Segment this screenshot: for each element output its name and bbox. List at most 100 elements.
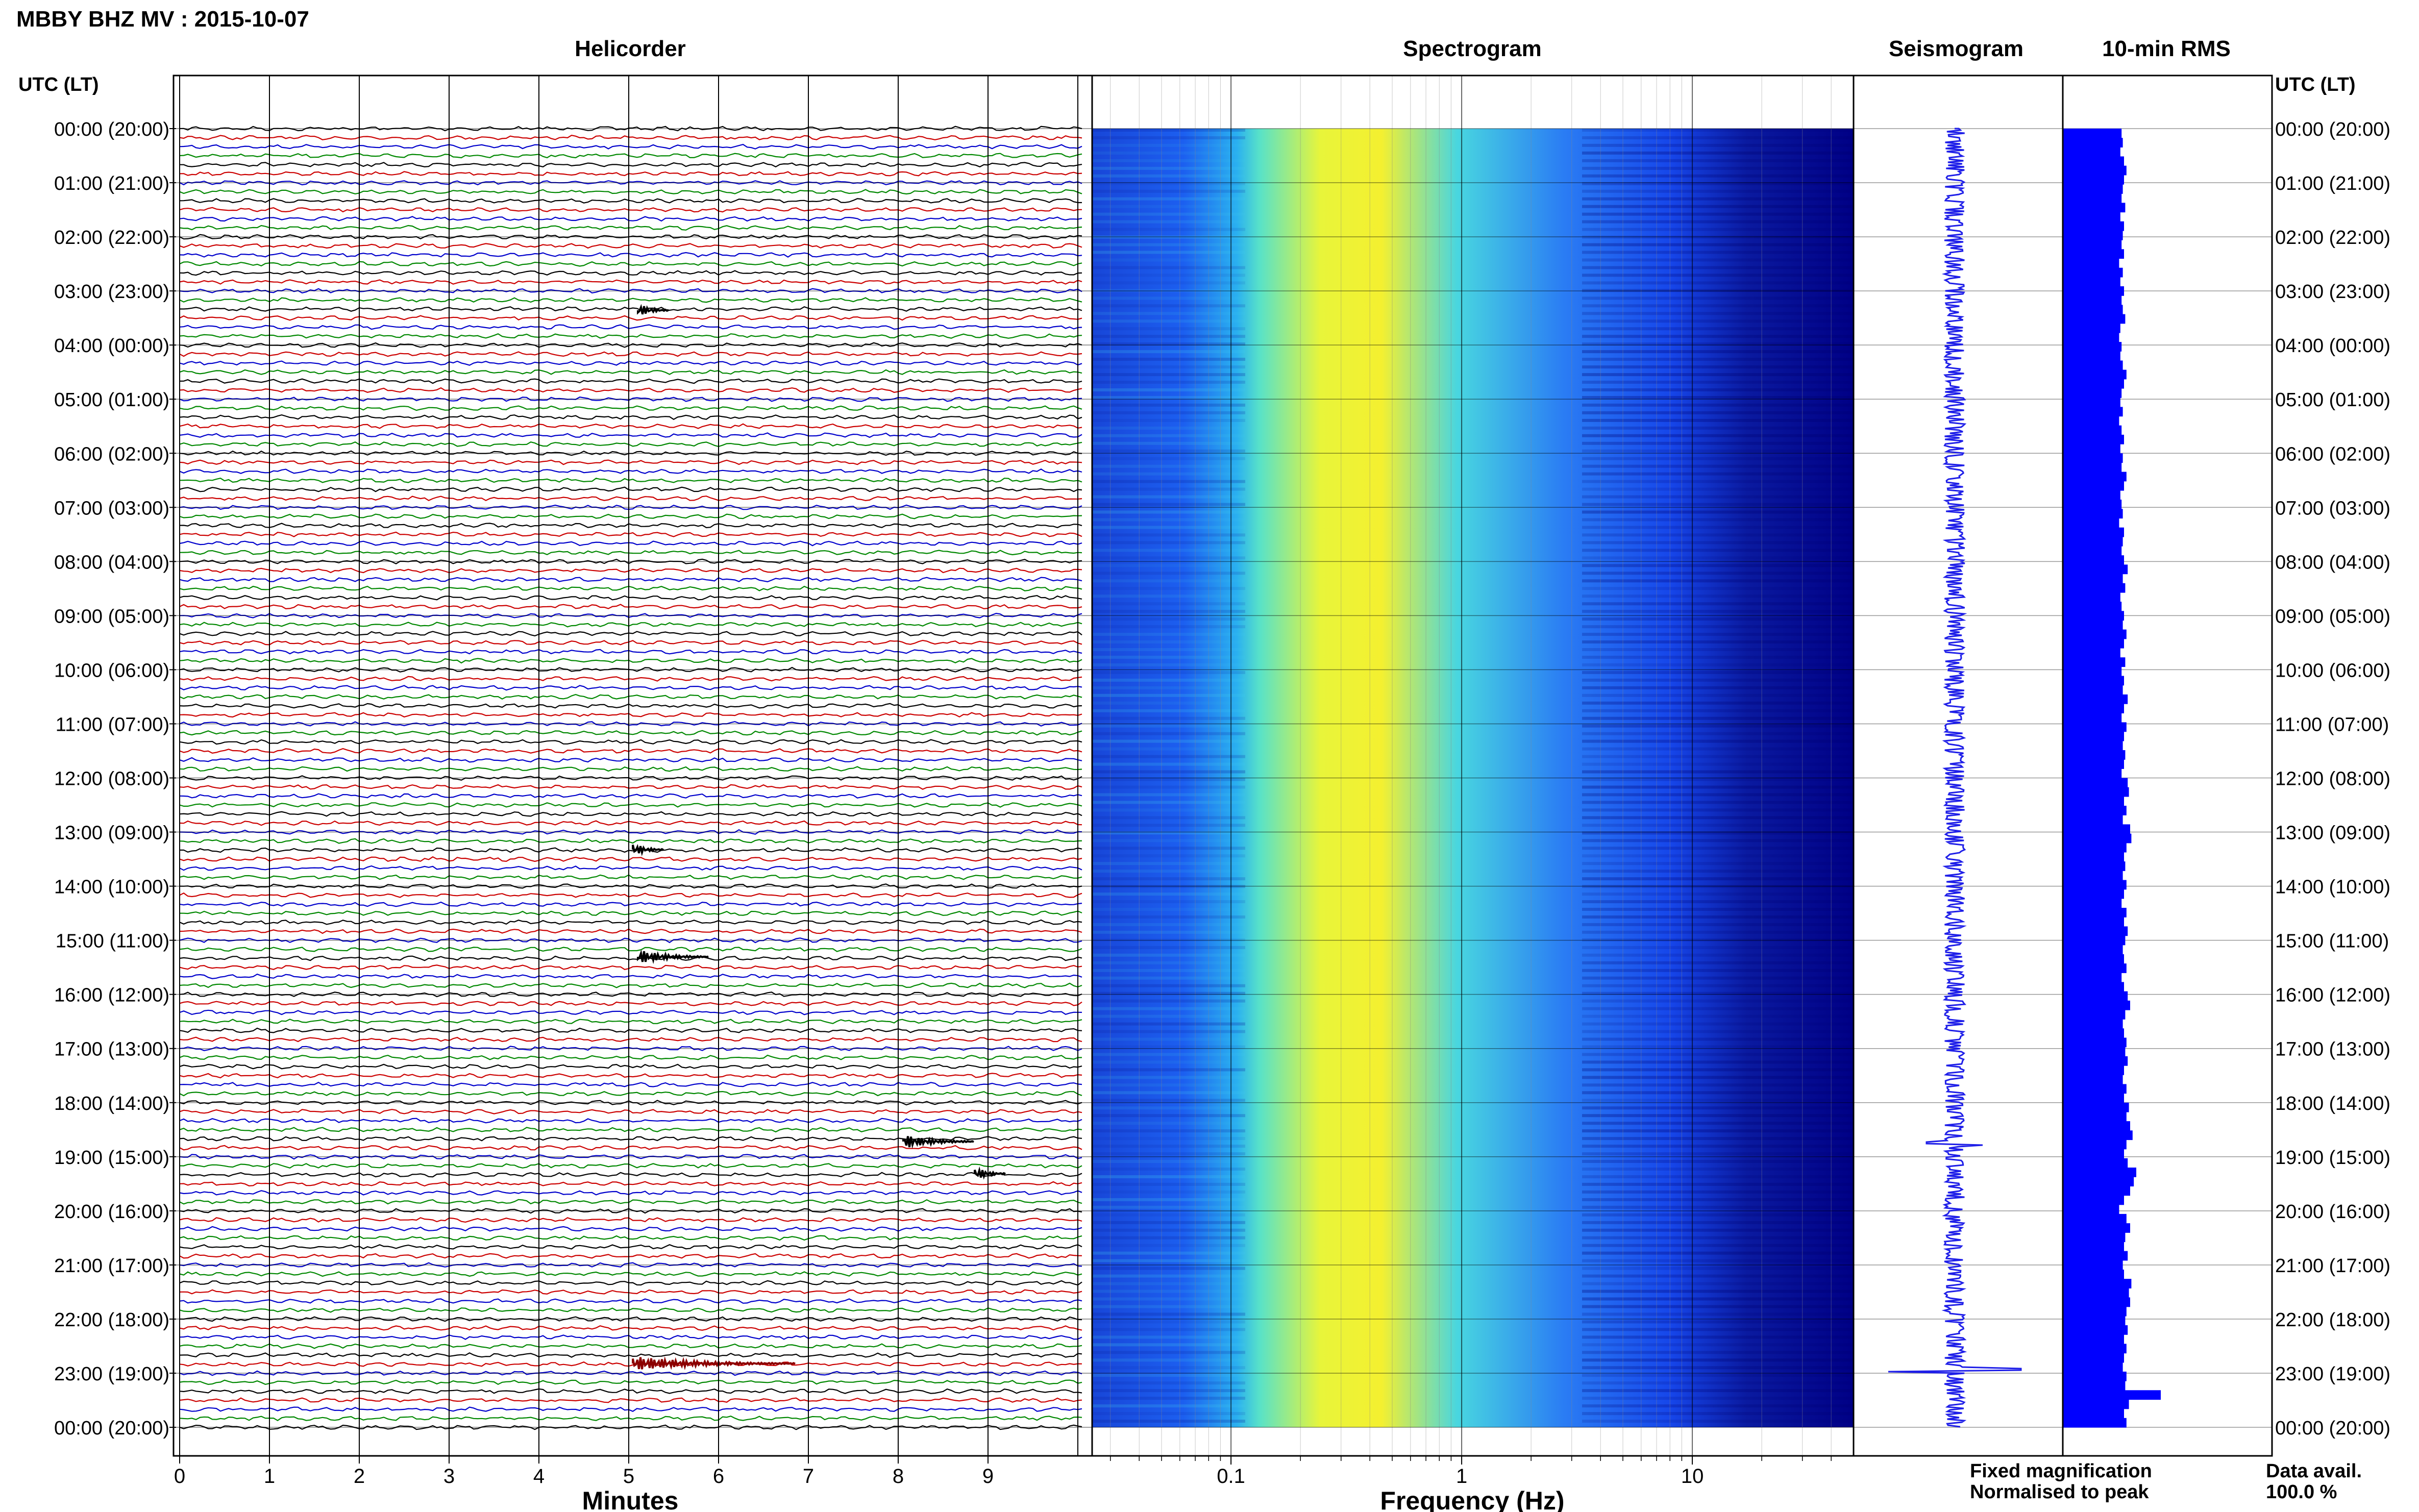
helicorder-trace bbox=[179, 892, 1082, 898]
helicorder-trace bbox=[179, 1054, 1082, 1060]
time-label-left: 15:00 (11:00) bbox=[56, 931, 169, 952]
rms-bar bbox=[2063, 750, 2126, 760]
rms-bar bbox=[2063, 1149, 2124, 1159]
spectrogram-row-texture bbox=[1092, 1244, 1245, 1247]
spectrogram-row-texture bbox=[1092, 946, 1245, 949]
rms-bar bbox=[2063, 1158, 2128, 1168]
rms-frame bbox=[2062, 75, 2273, 1457]
rms-bar bbox=[2063, 1075, 2123, 1084]
frequency-tick-label: 1 bbox=[1456, 1465, 1467, 1488]
rms-bar bbox=[2063, 602, 2122, 611]
spectrogram-row-texture bbox=[1092, 1083, 1245, 1087]
spectrogram-row-texture bbox=[1092, 1145, 1245, 1148]
rms-bar bbox=[2063, 416, 2119, 426]
spectrogram-row-texture bbox=[1092, 472, 1245, 476]
helicorder-trace bbox=[179, 1190, 1082, 1196]
rms-bar bbox=[2063, 574, 2123, 584]
time-label-right: 14:00 (10:00) bbox=[2275, 877, 2390, 898]
spectrogram-row-texture bbox=[1582, 961, 1854, 964]
time-labels-right: 00:00 (20:00) 01:00 (21:00) 02:00 (22:00) 0… bbox=[2275, 119, 2390, 1439]
spectrogram-row-texture bbox=[1582, 388, 1854, 391]
helicorder-trace bbox=[179, 1001, 1082, 1006]
spectrogram-row-texture bbox=[1092, 755, 1245, 758]
spectrogram-row-texture bbox=[1582, 1221, 1854, 1224]
spectrogram-row-texture bbox=[1582, 1312, 1854, 1316]
spectrogram-row-texture bbox=[1092, 847, 1245, 850]
helicorder-trace bbox=[179, 874, 1082, 880]
time-label-right: 16:00 (12:00) bbox=[2275, 985, 2390, 1006]
spectrogram-row-texture bbox=[1582, 587, 1854, 590]
spectrogram-row-texture bbox=[1582, 930, 1854, 934]
spectrogram-row-texture bbox=[1092, 1198, 1245, 1201]
spectrogram-row-texture bbox=[1092, 564, 1245, 567]
rms-bar bbox=[2063, 258, 2119, 268]
helicorder-trace bbox=[179, 405, 1082, 411]
helicorder-trace bbox=[179, 766, 1082, 772]
time-label-left: 20:00 (16:00) bbox=[54, 1201, 169, 1223]
spectrogram-row-texture bbox=[1582, 1290, 1854, 1293]
spectrogram-row-texture bbox=[1582, 992, 1854, 995]
spectrogram-row-texture bbox=[1092, 487, 1245, 491]
time-label-left: 00:00 (20:00) bbox=[54, 1418, 169, 1439]
minute-tick-label: 4 bbox=[533, 1465, 545, 1488]
helicorder-trace bbox=[179, 1108, 1082, 1114]
spectrogram-row-texture bbox=[1582, 716, 1854, 720]
spectrogram-row-texture bbox=[1582, 205, 1854, 208]
spectrogram-row-texture bbox=[1092, 877, 1245, 881]
helicorder-trace bbox=[179, 288, 1082, 294]
rms-bar bbox=[2063, 1297, 2130, 1307]
spectrogram-row-texture bbox=[1582, 900, 1854, 903]
rms-bar bbox=[2063, 769, 2122, 779]
time-label-left: 04:00 (00:00) bbox=[54, 335, 169, 357]
rms-bar bbox=[2063, 759, 2124, 769]
time-labels-left: 00:00 (20:00) 01:00 (21:00) 02:00 (22:00) 0… bbox=[54, 119, 176, 1439]
rms-bar bbox=[2063, 1353, 2124, 1363]
spectrogram-row-texture bbox=[1582, 946, 1854, 949]
rms-bar bbox=[2063, 1251, 2128, 1261]
time-label-left: 22:00 (18:00) bbox=[54, 1309, 169, 1331]
spectrogram-row-texture bbox=[1092, 678, 1245, 682]
time-label-left: 06:00 (02:00) bbox=[54, 443, 169, 465]
spectrogram-row-texture bbox=[1092, 1168, 1245, 1171]
helicorder-trace bbox=[179, 351, 1082, 357]
spectrogram-row-texture bbox=[1092, 862, 1245, 865]
spectrogram-row-texture bbox=[1582, 663, 1854, 666]
spectrogram-row-texture bbox=[1092, 281, 1245, 285]
rms-bar bbox=[2063, 267, 2123, 278]
spectrogram-row-texture bbox=[1582, 762, 1854, 766]
rms-bar bbox=[2063, 704, 2124, 713]
spectrogram-row-texture bbox=[1092, 1282, 1245, 1285]
spectrogram-row-texture bbox=[1092, 579, 1245, 583]
spectrogram-row-texture bbox=[1092, 1267, 1245, 1270]
spectrogram-row-texture bbox=[1092, 335, 1245, 338]
spectrogram-row-texture bbox=[1092, 1404, 1245, 1408]
helicorder-trace bbox=[179, 982, 1082, 988]
spectrogram-row-texture bbox=[1092, 258, 1245, 262]
helicorder-trace bbox=[179, 360, 1082, 366]
rms-bar bbox=[2063, 147, 2120, 157]
legend-fixed-magnification: Fixed magnification bbox=[1970, 1460, 2152, 1482]
rms-bar bbox=[2063, 611, 2124, 621]
spectrogram-row-texture bbox=[1092, 839, 1245, 842]
helicorder-trace bbox=[179, 1019, 1082, 1024]
helicorder-trace bbox=[179, 1379, 1082, 1385]
helicorder-trace bbox=[179, 585, 1082, 591]
rms-bar bbox=[2063, 833, 2132, 844]
spectrogram-row-texture bbox=[1582, 418, 1854, 422]
rms-bar bbox=[2063, 184, 2123, 194]
spectrogram-row-texture bbox=[1582, 709, 1854, 712]
rms-bar bbox=[2063, 648, 2120, 658]
helicorder-trace bbox=[179, 324, 1082, 330]
rms-bar bbox=[2063, 175, 2124, 185]
data-availability-label: Data avail. bbox=[2266, 1460, 2362, 1482]
spectrogram-row-texture bbox=[1092, 747, 1245, 751]
rms-bar bbox=[2063, 1093, 2124, 1103]
spectrogram-row-texture bbox=[1582, 274, 1854, 277]
helicorder-trace bbox=[179, 171, 1082, 177]
helicorder-trace bbox=[179, 1406, 1082, 1412]
helicorder-trace bbox=[179, 1181, 1082, 1187]
spectrogram-row-texture bbox=[1092, 808, 1245, 812]
helicorder-trace bbox=[179, 523, 1082, 529]
spectrogram-row-texture bbox=[1582, 877, 1854, 881]
rms-bar bbox=[2063, 231, 2123, 240]
